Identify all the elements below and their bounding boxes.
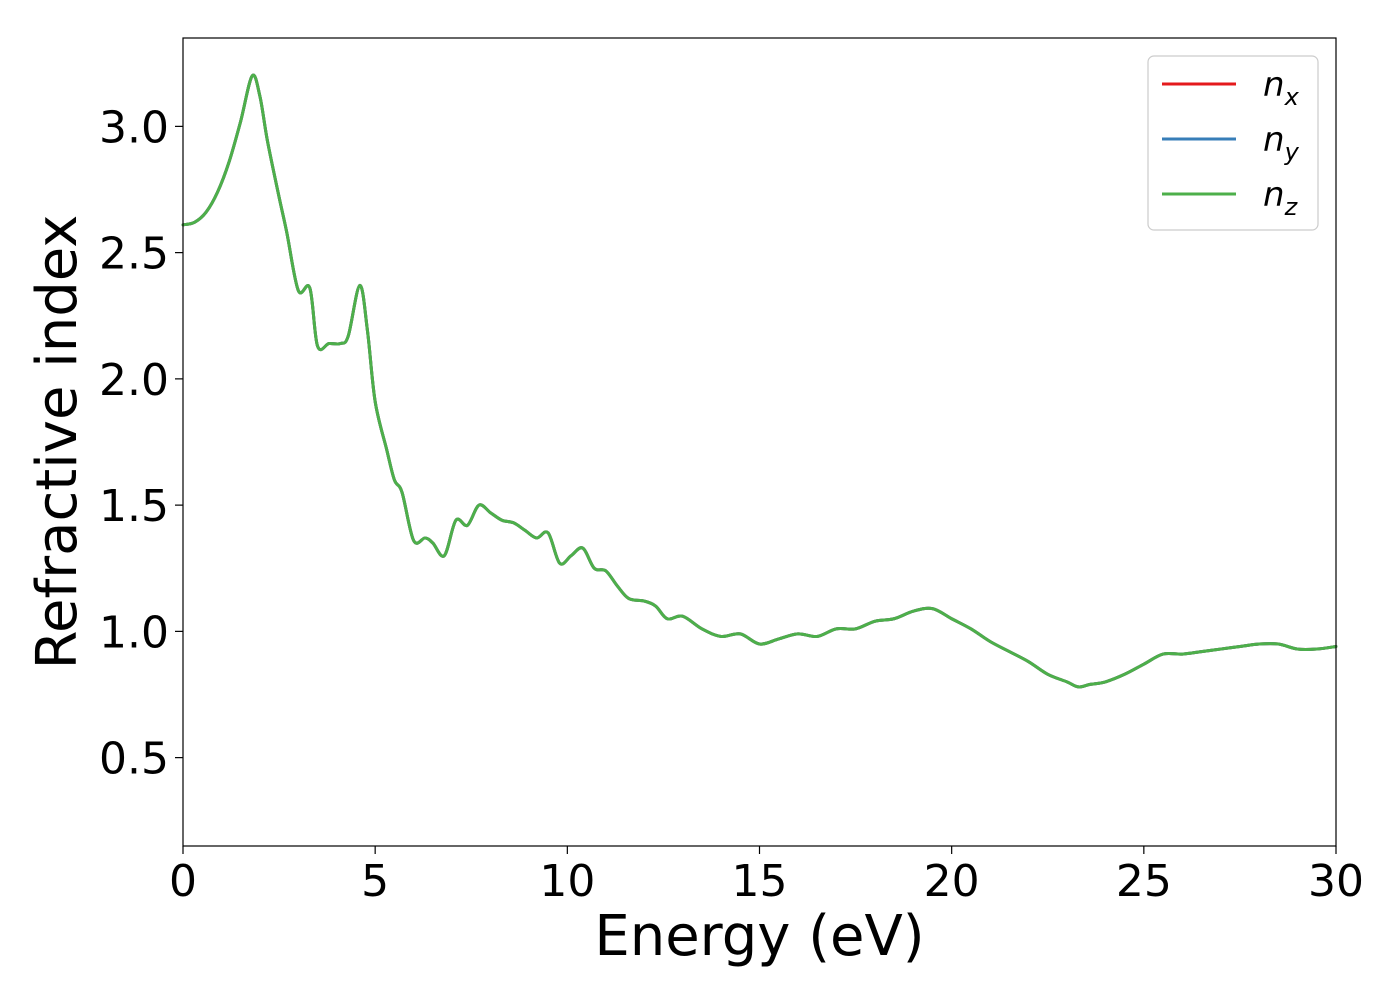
legend-label-subscript: x bbox=[1284, 83, 1300, 111]
legend-label-subscript: z bbox=[1284, 193, 1299, 221]
y-tick-label: 2.0 bbox=[99, 355, 169, 406]
x-tick-label: 20 bbox=[924, 856, 980, 907]
y-tick-label: 1.0 bbox=[99, 607, 169, 658]
legend-label-subscript: y bbox=[1284, 138, 1300, 166]
legend-label-y: ny bbox=[1263, 120, 1300, 166]
y-axis-ticks: 0.5 1.0 1.5 2.0 2.5 3.0 bbox=[99, 102, 183, 785]
series-layer bbox=[181, 73, 1338, 689]
x-tick-label: 30 bbox=[1308, 856, 1364, 907]
y-tick-label: 2.5 bbox=[99, 229, 169, 280]
series-line-z bbox=[181, 73, 1338, 689]
x-tick-label: 5 bbox=[361, 856, 389, 907]
legend-label-base: n bbox=[1263, 175, 1285, 215]
x-axis-title: Energy (eV) bbox=[594, 904, 924, 969]
legend-label-base: n bbox=[1263, 120, 1285, 160]
legend-label-x: nx bbox=[1263, 65, 1300, 111]
x-tick-label: 10 bbox=[539, 856, 595, 907]
x-tick-label: 15 bbox=[732, 856, 788, 907]
y-tick-label: 0.5 bbox=[99, 734, 169, 785]
legend-frame bbox=[1147, 55, 1319, 231]
x-tick-label: 0 bbox=[169, 856, 197, 907]
legend-label-z: nz bbox=[1263, 175, 1299, 221]
plot-area bbox=[181, 37, 1338, 847]
y-axis-title: Refractive index bbox=[25, 215, 90, 670]
x-axis-ticks: 0 5 10 15 20 25 30 bbox=[169, 846, 1364, 907]
x-tick-label: 25 bbox=[1116, 856, 1172, 907]
axes-background bbox=[183, 38, 1336, 846]
legend-label-base: n bbox=[1263, 65, 1285, 105]
y-tick-label: 1.5 bbox=[99, 481, 169, 532]
y-tick-label: 3.0 bbox=[99, 102, 169, 153]
